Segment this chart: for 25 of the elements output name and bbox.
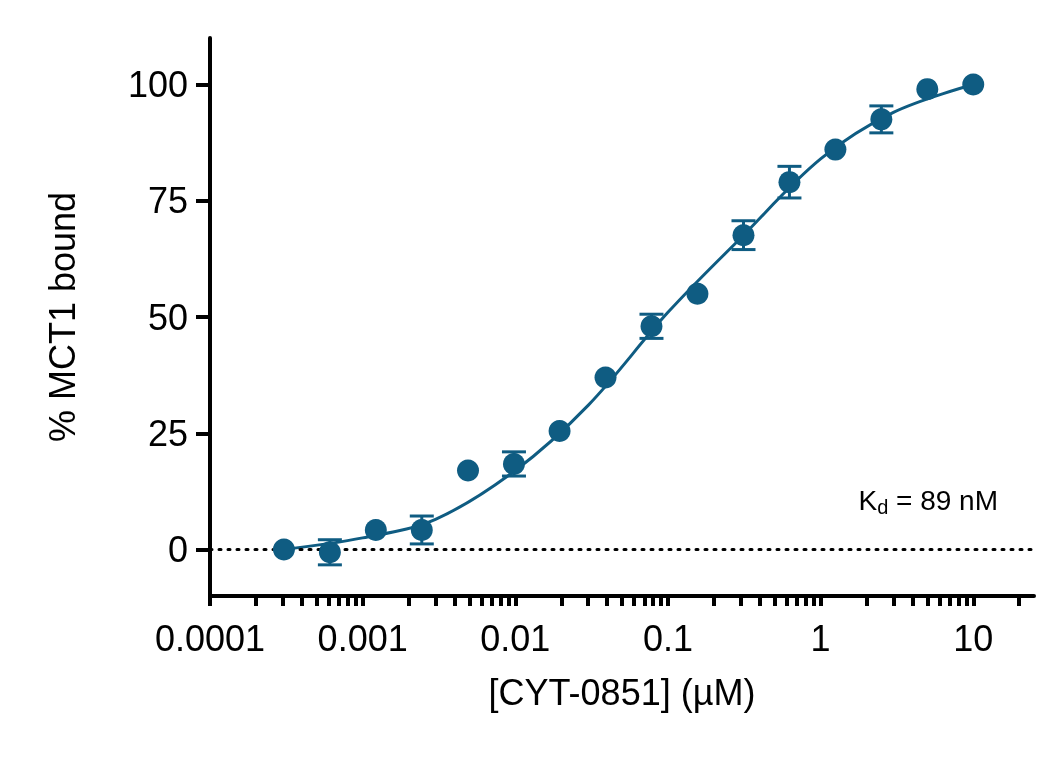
point: [548, 419, 571, 442]
x-tick-label: 0.1: [642, 617, 693, 659]
point: [732, 224, 755, 247]
y-tick-label: 50: [147, 296, 188, 338]
point: [594, 366, 617, 389]
y-tick-label: 100: [127, 64, 188, 105]
point: [457, 459, 480, 482]
point: [272, 538, 295, 561]
x-tick-label: 1: [810, 617, 831, 659]
point: [686, 282, 709, 305]
x-tick-label: 0.0001: [154, 617, 266, 659]
point: [916, 78, 939, 101]
point: [410, 518, 433, 541]
point: [778, 171, 801, 194]
x-tick-label: 10: [953, 617, 994, 659]
x-tick-label: 0.001: [317, 617, 408, 659]
x-axis-title: [CYT-0851] (µM): [488, 671, 756, 713]
y-axis-title: % MCT1 bound: [41, 191, 83, 443]
y-tick-label: 75: [147, 180, 188, 222]
y-tick-label: 25: [147, 412, 188, 454]
y-tick-label: 0: [167, 529, 188, 570]
point: [364, 518, 387, 541]
point: [962, 73, 985, 96]
x-tick-label: 0.01: [480, 617, 551, 659]
point: [824, 138, 847, 161]
